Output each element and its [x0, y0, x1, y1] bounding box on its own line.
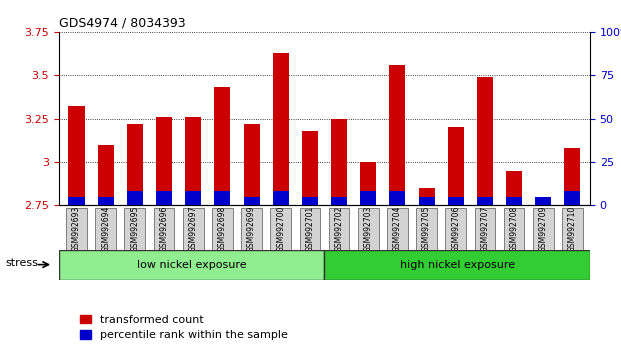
- Text: GSM992705: GSM992705: [422, 205, 431, 252]
- Bar: [185, 192, 201, 205]
- Bar: [360, 162, 376, 205]
- Bar: [331, 197, 347, 205]
- Bar: [243, 124, 260, 205]
- Bar: [445, 207, 466, 250]
- Bar: [241, 207, 262, 250]
- Bar: [156, 192, 172, 205]
- Bar: [419, 188, 435, 205]
- Bar: [273, 53, 289, 205]
- Bar: [331, 119, 347, 205]
- Bar: [535, 197, 551, 205]
- Bar: [535, 197, 551, 205]
- Bar: [243, 197, 260, 205]
- Bar: [564, 192, 581, 205]
- Bar: [324, 250, 590, 280]
- Text: GSM992710: GSM992710: [568, 205, 577, 252]
- Bar: [66, 207, 87, 250]
- Bar: [358, 207, 379, 250]
- Text: GSM992699: GSM992699: [247, 205, 256, 252]
- Text: GSM992708: GSM992708: [510, 205, 519, 252]
- Bar: [504, 207, 525, 250]
- Bar: [95, 207, 116, 250]
- Bar: [506, 171, 522, 205]
- Bar: [302, 197, 318, 205]
- Bar: [329, 207, 350, 250]
- Legend: transformed count, percentile rank within the sample: transformed count, percentile rank withi…: [75, 310, 292, 345]
- Bar: [153, 207, 175, 250]
- Text: low nickel exposure: low nickel exposure: [137, 259, 247, 270]
- Bar: [59, 250, 324, 280]
- Bar: [183, 207, 204, 250]
- Bar: [562, 207, 582, 250]
- Text: GSM992702: GSM992702: [335, 205, 343, 252]
- Bar: [68, 197, 84, 205]
- Bar: [360, 192, 376, 205]
- Bar: [533, 207, 554, 250]
- Bar: [389, 192, 406, 205]
- Bar: [214, 192, 230, 205]
- Text: GSM992703: GSM992703: [364, 205, 373, 252]
- Bar: [474, 207, 496, 250]
- Bar: [127, 192, 143, 205]
- Bar: [270, 207, 291, 250]
- Bar: [302, 131, 318, 205]
- Text: GSM992706: GSM992706: [451, 205, 460, 252]
- Bar: [389, 65, 406, 205]
- Bar: [68, 107, 84, 205]
- Text: GSM992701: GSM992701: [306, 205, 314, 252]
- Text: GSM992707: GSM992707: [481, 205, 489, 252]
- Text: GSM992698: GSM992698: [218, 205, 227, 252]
- Text: GSM992696: GSM992696: [160, 205, 168, 252]
- Bar: [448, 127, 464, 205]
- Bar: [506, 197, 522, 205]
- Text: high nickel exposure: high nickel exposure: [400, 259, 515, 270]
- Bar: [477, 197, 493, 205]
- Text: GSM992704: GSM992704: [393, 205, 402, 252]
- Bar: [448, 197, 464, 205]
- Bar: [387, 207, 408, 250]
- Bar: [299, 207, 320, 250]
- Text: GSM992693: GSM992693: [72, 205, 81, 252]
- Bar: [156, 117, 172, 205]
- Bar: [212, 207, 233, 250]
- Text: GSM992709: GSM992709: [539, 205, 548, 252]
- Text: GSM992697: GSM992697: [189, 205, 197, 252]
- Bar: [97, 144, 114, 205]
- Bar: [97, 197, 114, 205]
- Text: GSM992700: GSM992700: [276, 205, 285, 252]
- Bar: [564, 148, 581, 205]
- Text: GSM992694: GSM992694: [101, 205, 110, 252]
- Bar: [416, 207, 437, 250]
- Bar: [477, 77, 493, 205]
- Bar: [214, 87, 230, 205]
- Bar: [273, 192, 289, 205]
- Bar: [419, 197, 435, 205]
- Text: stress: stress: [6, 258, 39, 268]
- Bar: [127, 124, 143, 205]
- Bar: [185, 117, 201, 205]
- Text: GDS4974 / 8034393: GDS4974 / 8034393: [59, 16, 186, 29]
- Text: GSM992695: GSM992695: [130, 205, 139, 252]
- Bar: [124, 207, 145, 250]
